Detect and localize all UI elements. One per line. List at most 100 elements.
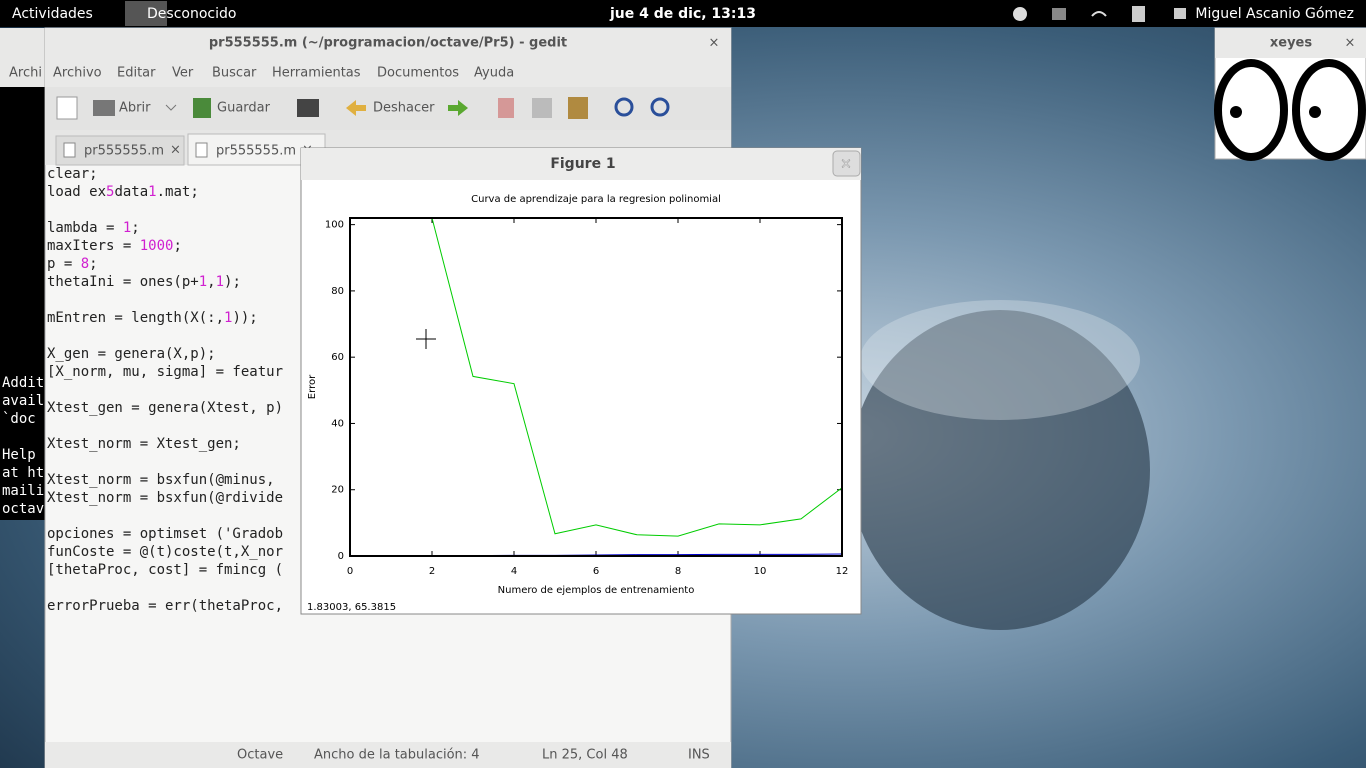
paste-icon[interactable] xyxy=(568,97,588,119)
code-token: errorPrueba = err(thetaProc, xyxy=(47,598,283,614)
save-icon[interactable] xyxy=(193,98,211,118)
figure-titlebar xyxy=(301,148,861,180)
open-button[interactable]: Abrir xyxy=(119,101,151,116)
code-token: p = xyxy=(47,256,81,272)
menu-item[interactable]: Editar xyxy=(117,66,156,81)
figure-title: Figure 1 xyxy=(550,156,615,172)
code-token: 1 xyxy=(148,184,156,200)
eye xyxy=(1214,59,1288,161)
activities[interactable]: Actividades xyxy=(12,6,93,22)
code-line: [thetaProc, cost] = fmincg ( xyxy=(47,562,283,578)
clock[interactable]: jue 4 de dic, 13:13 xyxy=(609,6,756,22)
code-token: ; xyxy=(131,220,139,236)
code-line: Xtest_norm = bsxfun(@minus, xyxy=(47,472,275,488)
back-menu[interactable]: Archi xyxy=(9,66,42,81)
menu-item[interactable]: Archivo xyxy=(53,66,102,81)
y-tick-label: 40 xyxy=(331,418,344,429)
plot-frame xyxy=(349,217,843,557)
code-token: thetaIni = ones(p+ xyxy=(47,274,199,290)
code-token: 1 xyxy=(216,274,224,290)
insert-mode: INS xyxy=(688,748,710,763)
code-token: Xtest_gen = genera(Xtest, p) xyxy=(47,400,283,416)
code-line: thetaIni = ones(p+1,1); xyxy=(47,274,241,290)
code-line: funCoste = @(t)coste(t,X_nor xyxy=(47,544,283,560)
code-token: funCoste = @(t)coste(t,X_nor xyxy=(47,544,283,560)
undo-button[interactable]: Deshacer xyxy=(373,101,435,116)
status-bar xyxy=(45,742,731,768)
undo-icon[interactable] xyxy=(346,100,366,116)
app-icon[interactable] xyxy=(125,1,167,26)
close-button[interactable] xyxy=(832,150,861,177)
code-line: clear; xyxy=(47,166,98,182)
wallpaper-splash xyxy=(860,300,1140,420)
copy-icon[interactable] xyxy=(532,98,552,118)
x-axis-label: Numero de ejemplos de entrenamiento xyxy=(498,585,695,596)
code-token: [thetaProc, cost] = fmincg ( xyxy=(47,562,283,578)
xeyes-titlebar xyxy=(1215,28,1366,58)
menu-item[interactable]: Ayuda xyxy=(474,66,514,81)
cursor-position: Ln 25, Col 48 xyxy=(542,748,628,763)
menu-item[interactable]: Ver xyxy=(172,66,194,81)
code-token: X_gen = genera(X,p); xyxy=(47,346,216,362)
close-button[interactable]: × xyxy=(1345,36,1356,51)
tab-label: pr555555.m xyxy=(216,144,296,159)
series-line xyxy=(431,218,842,537)
tab[interactable] xyxy=(55,135,185,166)
save-button[interactable]: Guardar xyxy=(217,101,271,116)
code-line: X_gen = genera(X,p); xyxy=(47,346,216,362)
code-line: p = 8; xyxy=(47,256,98,272)
wallpaper-splash xyxy=(850,310,1150,630)
user-menu[interactable]: Miguel Ascanio Gómez xyxy=(1195,6,1354,22)
y-tick-label: 20 xyxy=(331,485,344,496)
menu-item[interactable]: Herramientas xyxy=(272,66,361,81)
chart-title: Curva de aprendizaje para la regresion p… xyxy=(471,194,721,205)
code-line: load ex5data1.mat; xyxy=(47,184,199,200)
menu-item[interactable]: Documentos xyxy=(377,66,459,81)
volume-icon[interactable] xyxy=(1052,8,1066,20)
code-token: 1000 xyxy=(140,238,174,254)
code-token: Xtest_norm = bsxfun(@rdivide xyxy=(47,490,283,506)
code-line: errorPrueba = err(thetaProc, xyxy=(47,598,283,614)
code-line: mEntren = length(X(:,1)); xyxy=(47,310,258,326)
new-icon[interactable] xyxy=(56,96,78,120)
clipboard-icon[interactable] xyxy=(1132,6,1145,22)
pupil xyxy=(1230,106,1242,118)
open-dropdown[interactable] xyxy=(165,104,177,111)
print-icon[interactable] xyxy=(297,99,319,117)
x-tick-label: 4 xyxy=(511,566,517,577)
figure-window xyxy=(300,147,862,615)
code-token: 1 xyxy=(224,310,232,326)
code-line: Xtest_gen = genera(Xtest, p) xyxy=(47,400,283,416)
accessibility-icon[interactable] xyxy=(1013,7,1027,21)
x-tick-label: 8 xyxy=(675,566,681,577)
code-token: ); xyxy=(224,274,241,290)
cut-icon[interactable] xyxy=(498,98,514,118)
find-icon[interactable] xyxy=(614,97,634,117)
tab-close: × xyxy=(170,143,181,158)
code-token: )); xyxy=(232,310,257,326)
language-selector[interactable]: Octave xyxy=(237,748,283,763)
terminal-line: `doc xyxy=(2,411,36,427)
menu-item[interactable]: Buscar xyxy=(212,66,257,81)
close-button[interactable]: × xyxy=(709,36,720,51)
y-tick-label: 0 xyxy=(338,551,344,562)
tab-width-selector[interactable]: Ancho de la tabulación: 4 xyxy=(314,748,480,763)
terminal-line: Help xyxy=(2,447,36,463)
tab-icon xyxy=(195,142,208,158)
y-tick-label: 100 xyxy=(325,220,344,231)
network-icon[interactable] xyxy=(1091,11,1107,17)
open-icon[interactable] xyxy=(93,100,115,116)
code-token: Xtest_norm = bsxfun(@minus, xyxy=(47,472,275,488)
tab-label: pr555555.m xyxy=(84,144,164,159)
app-menu[interactable]: Desconocido xyxy=(147,6,236,22)
chat-icon[interactable] xyxy=(1174,8,1186,19)
x-tick-label: 10 xyxy=(754,566,767,577)
code-token: 5 xyxy=(106,184,114,200)
redo-icon[interactable] xyxy=(448,100,468,116)
close-button-glyph[interactable]: × xyxy=(840,156,852,173)
code-token: .mat; xyxy=(157,184,199,200)
replace-icon[interactable] xyxy=(650,97,670,117)
code-line: Xtest_norm = Xtest_gen; xyxy=(47,436,241,452)
pointer-coordinates: 1.83003, 65.3815 xyxy=(307,602,396,613)
